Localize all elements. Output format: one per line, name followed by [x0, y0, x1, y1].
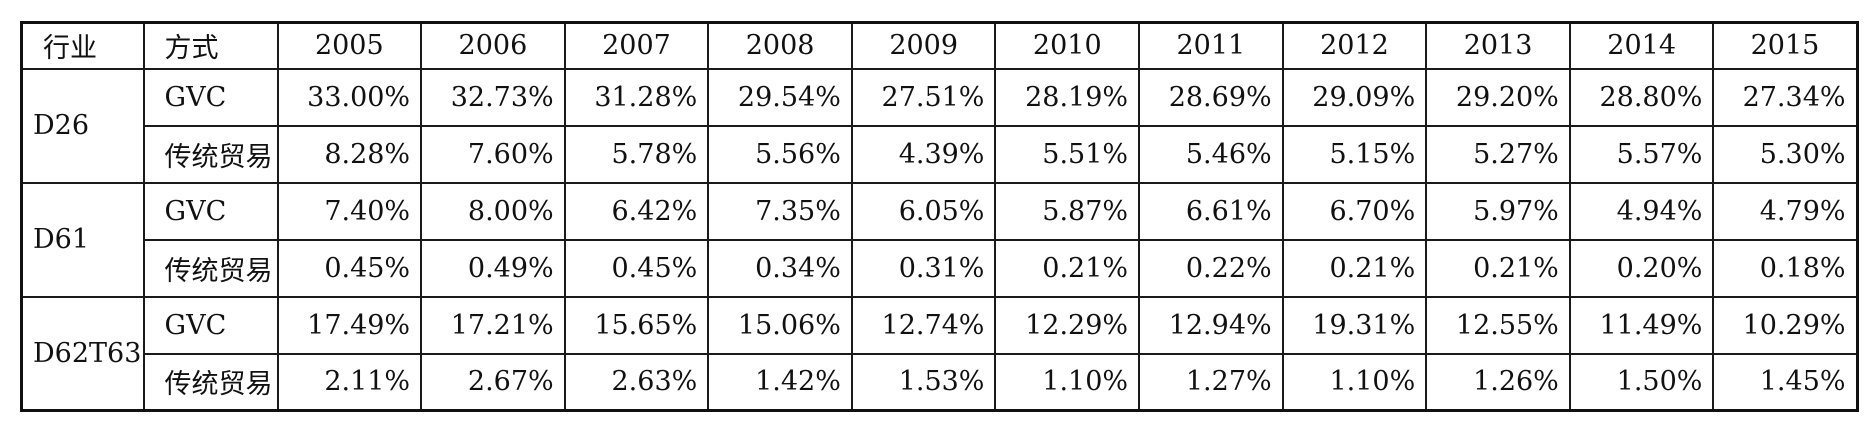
header-cell: 2011 — [1138, 21, 1284, 70]
value-cell: 4.39% — [850, 124, 997, 184]
mode-cell: 传统贸易 — [142, 238, 279, 298]
header-cell: 2012 — [1281, 21, 1428, 70]
value-cell: 4.94% — [1568, 181, 1715, 241]
value-cell: 5.30% — [1712, 124, 1859, 184]
value-cell: 0.21% — [1281, 238, 1428, 298]
value-cell: 6.61% — [1138, 181, 1284, 241]
header-cell: 方式 — [142, 21, 279, 70]
value-cell: 5.56% — [707, 124, 853, 184]
value-cell: 28.19% — [994, 67, 1141, 127]
value-cell: 15.65% — [563, 295, 710, 355]
value-cell: 28.80% — [1568, 67, 1715, 127]
data-table-container: 行业 方式 2005 2006 2007 2008 2009 2010 2011… — [20, 21, 1859, 412]
value-cell: 6.70% — [1281, 181, 1428, 241]
table-row: D26 GVC 33.00% 32.73% 31.28% 29.54% 27.51% 28.1… — [20, 67, 1859, 184]
value-cell: 0.21% — [994, 238, 1141, 298]
value-cell: 0.21% — [1425, 238, 1571, 298]
header-cell: 2007 — [563, 21, 710, 70]
value-cell: 29.54% — [707, 67, 853, 127]
value-cell: 1.53% — [850, 352, 997, 412]
value-cell: 8.00% — [420, 181, 566, 241]
table-row: D61 GVC 7.40% 8.00% 6.42% 7.35% 6.05% 5.87% 6.61… — [20, 181, 1859, 298]
value-cell: 29.09% — [1281, 67, 1428, 127]
value-cell: 6.05% — [850, 181, 997, 241]
value-cell: 5.51% — [994, 124, 1141, 184]
value-cell: 10.29% — [1712, 295, 1859, 355]
data-table: 行业 方式 2005 2006 2007 2008 2009 2010 2011… — [20, 21, 1859, 412]
value-cell: 2.67% — [420, 352, 566, 412]
mode-cell: 传统贸易 — [142, 124, 279, 184]
mode-cell: GVC — [142, 67, 279, 127]
value-cell: 0.49% — [420, 238, 566, 298]
header-cell: 行业 — [20, 21, 145, 70]
value-cell: 31.28% — [563, 67, 710, 127]
header-cell: 2015 — [1712, 21, 1859, 70]
value-cell: 0.20% — [1568, 238, 1715, 298]
value-cell: 7.40% — [276, 181, 423, 241]
value-cell: 27.34% — [1712, 67, 1859, 127]
value-cell: 1.26% — [1425, 352, 1571, 412]
value-cell: 28.69% — [1138, 67, 1284, 127]
value-cell: 1.45% — [1712, 352, 1859, 412]
value-cell: 8.28% — [276, 124, 423, 184]
value-cell: 17.49% — [276, 295, 423, 355]
header-cell: 2009 — [850, 21, 997, 70]
header-row: 行业 方式 2005 2006 2007 2008 2009 2010 2011… — [20, 21, 1859, 70]
industry-cell: D61 — [20, 181, 145, 298]
header-cell: 2005 — [276, 21, 423, 70]
value-cell: 12.29% — [994, 295, 1141, 355]
value-cell: 7.35% — [707, 181, 853, 241]
value-cell: 1.10% — [994, 352, 1141, 412]
table-row: D62T63 GVC 17.49% 17.21% 15.65% 15.06% 12.74% 1… — [20, 295, 1859, 412]
value-cell: 5.15% — [1281, 124, 1428, 184]
value-cell: 12.94% — [1138, 295, 1284, 355]
mode-cell: 传统贸易 — [142, 352, 279, 412]
value-cell: 29.20% — [1425, 67, 1571, 127]
value-cell: 2.63% — [563, 352, 710, 412]
value-cell: 0.34% — [707, 238, 853, 298]
value-cell: 2.11% — [276, 352, 423, 412]
value-cell: 1.50% — [1568, 352, 1715, 412]
value-cell: 15.06% — [707, 295, 853, 355]
industry-cell: D62T63 — [20, 295, 145, 412]
value-cell: 4.79% — [1712, 181, 1859, 241]
mode-cell: GVC — [142, 295, 279, 355]
header-cell: 2008 — [707, 21, 853, 70]
value-cell: 1.10% — [1281, 352, 1428, 412]
value-cell: 5.97% — [1425, 181, 1571, 241]
header-cell: 2013 — [1425, 21, 1571, 70]
value-cell: 5.78% — [563, 124, 710, 184]
value-cell: 27.51% — [850, 67, 997, 127]
value-cell: 5.87% — [994, 181, 1141, 241]
value-cell: 0.31% — [850, 238, 997, 298]
value-cell: 0.22% — [1138, 238, 1284, 298]
table-row: 传统贸易 2.11% 2.67% 2.63% 1.42% 1.53% 1.10% 1.27% 1… — [22, 352, 1859, 412]
value-cell: 12.74% — [850, 295, 997, 355]
value-cell: 17.21% — [420, 295, 566, 355]
value-cell: 32.73% — [420, 67, 566, 127]
value-cell: 0.45% — [276, 238, 423, 298]
industry-cell: D26 — [20, 67, 145, 184]
value-cell: 1.27% — [1138, 352, 1284, 412]
table-row: 传统贸易 8.28% 7.60% 5.78% 5.56% 4.39% 5.51% 5.46% 5… — [22, 124, 1859, 184]
value-cell: 6.42% — [563, 181, 710, 241]
value-cell: 19.31% — [1281, 295, 1428, 355]
value-cell: 0.18% — [1712, 238, 1859, 298]
mode-cell: GVC — [142, 181, 279, 241]
value-cell: 33.00% — [276, 67, 423, 127]
table-row: 传统贸易 0.45% 0.49% 0.45% 0.34% 0.31% 0.21% 0.22% 0… — [22, 238, 1859, 298]
header-cell: 2006 — [420, 21, 566, 70]
value-cell: 5.27% — [1425, 124, 1571, 184]
value-cell: 5.46% — [1138, 124, 1284, 184]
value-cell: 5.57% — [1568, 124, 1715, 184]
header-cell: 2014 — [1568, 21, 1715, 70]
value-cell: 11.49% — [1568, 295, 1715, 355]
value-cell: 7.60% — [420, 124, 566, 184]
value-cell: 12.55% — [1425, 295, 1571, 355]
value-cell: 0.45% — [563, 238, 710, 298]
header-cell: 2010 — [994, 21, 1141, 70]
value-cell: 1.42% — [707, 352, 853, 412]
